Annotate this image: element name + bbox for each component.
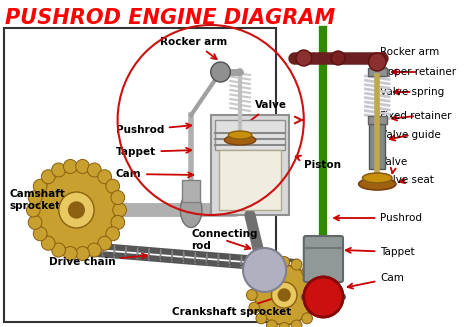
Circle shape: [255, 265, 314, 325]
Circle shape: [28, 191, 42, 205]
Text: Rocker arm: Rocker arm: [377, 47, 439, 57]
Bar: [369, 124, 385, 169]
Ellipse shape: [224, 135, 256, 145]
Circle shape: [256, 266, 267, 277]
Text: Cam: Cam: [116, 169, 193, 179]
Circle shape: [88, 163, 101, 177]
Circle shape: [266, 259, 277, 270]
Text: Upper retainer: Upper retainer: [380, 67, 456, 77]
Circle shape: [76, 160, 90, 173]
Circle shape: [301, 266, 312, 277]
Circle shape: [331, 51, 345, 65]
Circle shape: [111, 215, 125, 230]
FancyBboxPatch shape: [304, 236, 343, 282]
Circle shape: [64, 160, 77, 173]
Text: Pushrod: Pushrod: [334, 213, 422, 223]
Circle shape: [301, 313, 312, 324]
Bar: [4, 28, 276, 322]
Text: Connecting
rod: Connecting rod: [191, 229, 257, 251]
Bar: [219, 150, 281, 210]
Circle shape: [249, 277, 260, 288]
Text: Valve guide: Valve guide: [380, 130, 441, 141]
Circle shape: [256, 313, 267, 324]
Circle shape: [311, 289, 322, 301]
Bar: [215, 120, 285, 150]
Circle shape: [28, 215, 42, 230]
Circle shape: [33, 179, 47, 193]
Text: PUSHROD ENGINE DIAGRAM: PUSHROD ENGINE DIAGRAM: [5, 8, 335, 28]
Bar: [367, 68, 387, 76]
Circle shape: [211, 62, 230, 82]
Text: Crankshaft sprocket: Crankshaft sprocket: [172, 296, 291, 317]
Circle shape: [41, 236, 55, 250]
Circle shape: [59, 192, 94, 228]
Text: Valve: Valve: [242, 100, 287, 127]
Text: Piston: Piston: [296, 156, 341, 170]
Circle shape: [76, 247, 90, 261]
Text: Pushrod: Pushrod: [116, 123, 191, 135]
Text: Fixed retainer: Fixed retainer: [380, 111, 452, 121]
Circle shape: [64, 247, 77, 261]
Circle shape: [368, 53, 386, 71]
Circle shape: [249, 302, 260, 313]
Circle shape: [279, 256, 290, 267]
Ellipse shape: [228, 131, 252, 139]
Text: Tappet: Tappet: [116, 147, 191, 157]
Text: Drive chain: Drive chain: [49, 253, 147, 267]
Ellipse shape: [363, 173, 392, 183]
Bar: [211, 115, 289, 215]
Circle shape: [304, 277, 343, 317]
Circle shape: [246, 289, 257, 301]
Circle shape: [272, 282, 297, 308]
Circle shape: [52, 243, 65, 257]
Bar: [182, 180, 200, 202]
Circle shape: [52, 163, 65, 177]
Circle shape: [27, 203, 40, 217]
Circle shape: [309, 277, 319, 288]
Text: Cam: Cam: [348, 273, 404, 288]
Circle shape: [106, 179, 119, 193]
Circle shape: [304, 277, 343, 317]
Text: Valve seat: Valve seat: [380, 175, 434, 185]
Circle shape: [278, 289, 290, 301]
Text: Tappet: Tappet: [346, 247, 415, 257]
Bar: [367, 116, 387, 124]
Circle shape: [291, 320, 302, 327]
Circle shape: [69, 202, 84, 218]
Circle shape: [41, 170, 55, 184]
Ellipse shape: [302, 290, 345, 304]
Circle shape: [98, 236, 111, 250]
Circle shape: [266, 320, 277, 327]
Text: Camshaft
sprocket: Camshaft sprocket: [10, 189, 72, 211]
Circle shape: [309, 302, 319, 313]
Circle shape: [106, 227, 119, 241]
Circle shape: [37, 170, 116, 250]
Circle shape: [111, 191, 125, 205]
Circle shape: [113, 203, 127, 217]
Circle shape: [296, 50, 311, 66]
Circle shape: [291, 259, 302, 270]
Text: Valve spring: Valve spring: [380, 87, 445, 97]
Circle shape: [279, 322, 290, 327]
Text: Rocker arm: Rocker arm: [160, 37, 228, 59]
Text: Valve: Valve: [380, 157, 409, 173]
Ellipse shape: [180, 193, 202, 228]
Circle shape: [243, 248, 286, 292]
Circle shape: [33, 227, 47, 241]
Ellipse shape: [359, 178, 396, 190]
Circle shape: [98, 170, 111, 184]
Circle shape: [88, 243, 101, 257]
